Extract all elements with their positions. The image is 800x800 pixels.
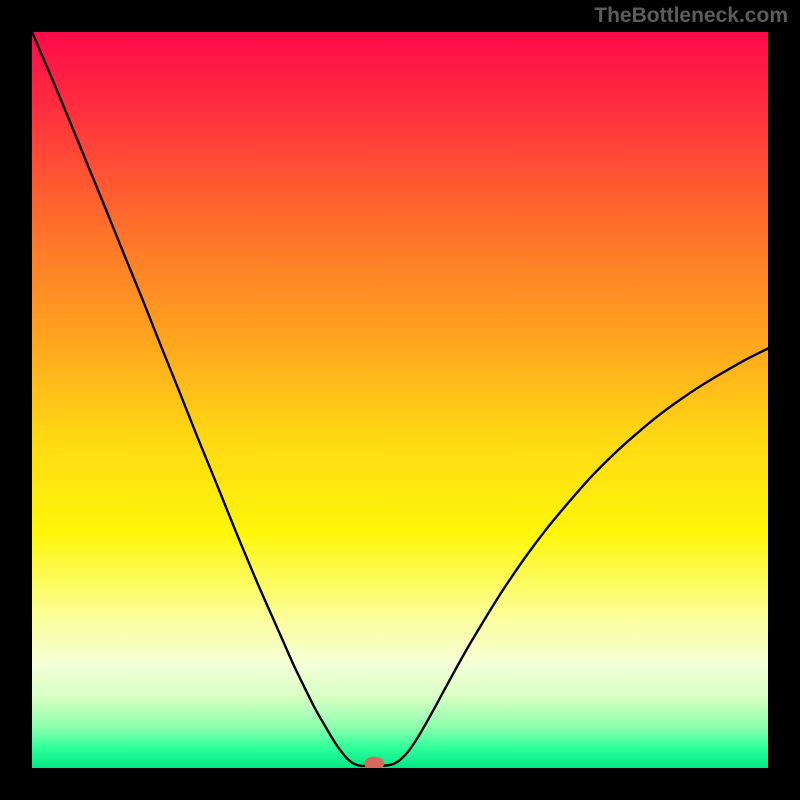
plot-area bbox=[32, 32, 768, 768]
bottleneck-curve-path bbox=[32, 32, 768, 766]
optimal-point-marker bbox=[364, 757, 384, 768]
source-watermark: TheBottleneck.com bbox=[594, 4, 788, 28]
chart-frame: TheBottleneck.com bbox=[0, 0, 800, 800]
bottleneck-curve bbox=[32, 32, 768, 768]
